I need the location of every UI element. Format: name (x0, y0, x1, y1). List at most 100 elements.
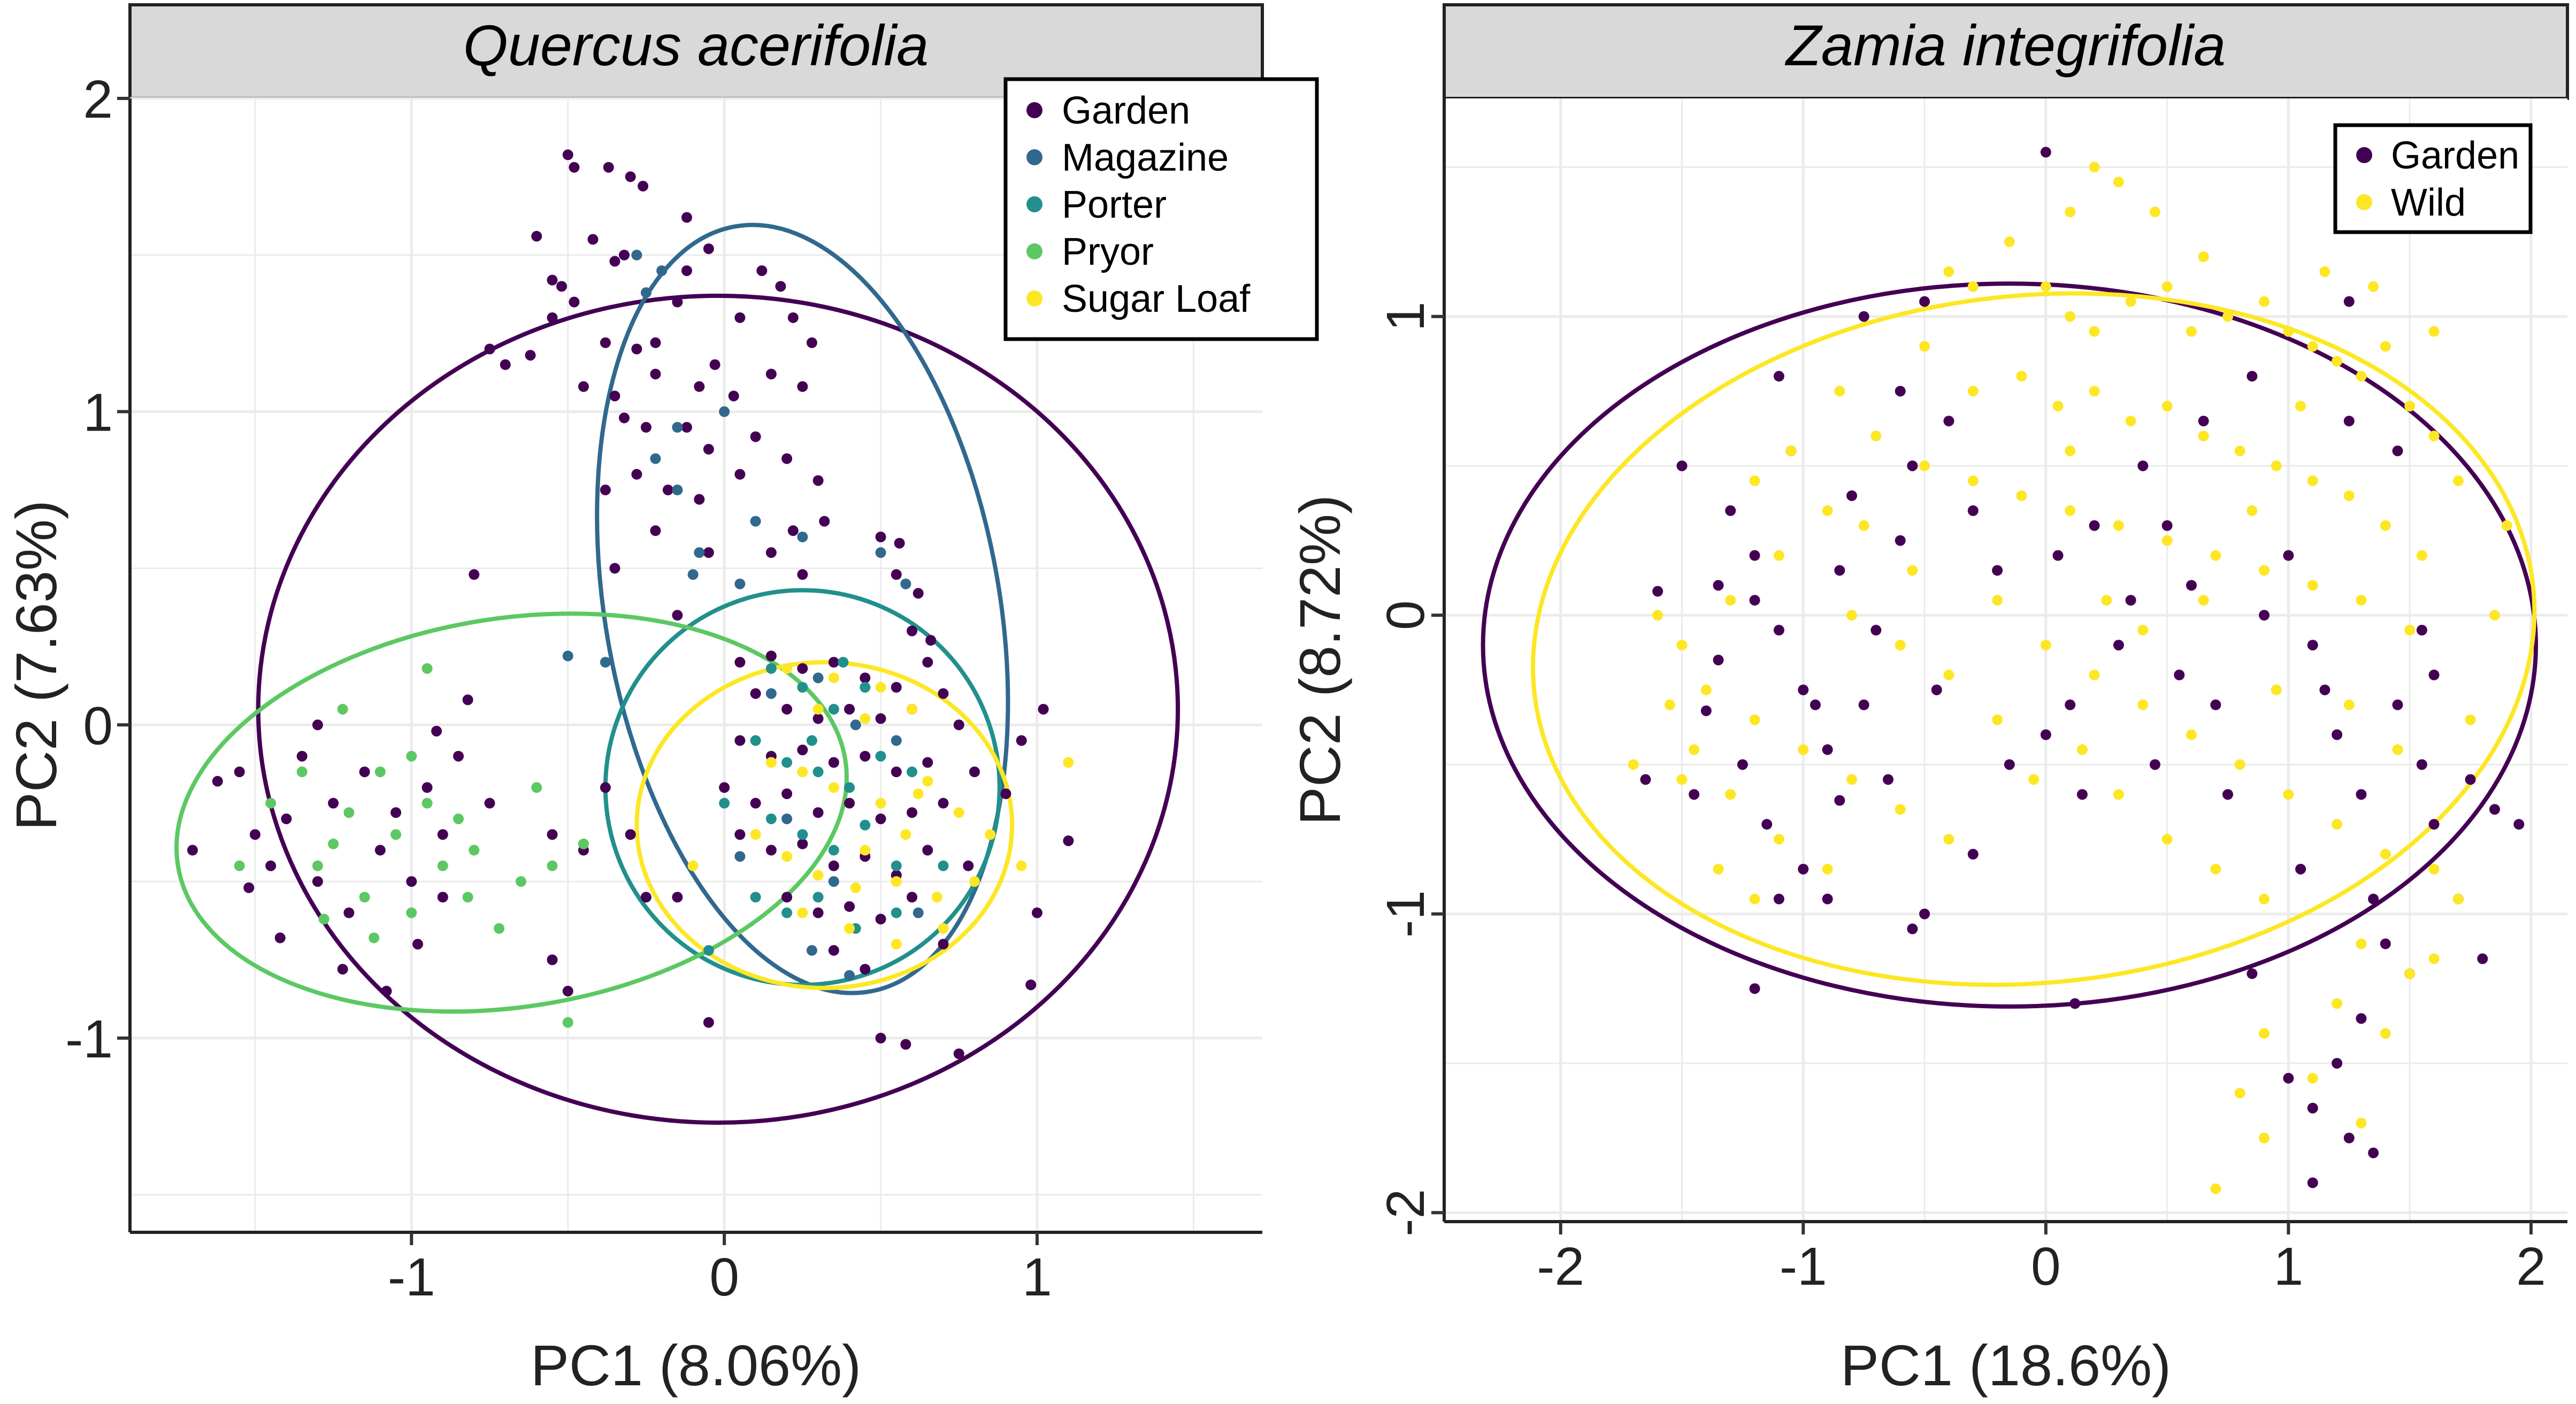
point-pryor (296, 766, 308, 778)
point-garden (672, 892, 683, 903)
point-magazine (640, 287, 651, 298)
point-wild (2332, 356, 2343, 367)
point-wild (2137, 699, 2149, 710)
point-garden (1773, 371, 1784, 382)
point-garden (765, 369, 777, 380)
point-porter (875, 750, 886, 762)
point-garden (1895, 535, 1906, 546)
point-wild (2332, 819, 2343, 830)
point-garden (531, 231, 542, 242)
point-garden (437, 892, 448, 903)
x-tick-label: -1 (1780, 1237, 1827, 1296)
point-sugar-loaf (913, 788, 924, 800)
point-porter (781, 757, 793, 768)
point-garden (1000, 788, 1011, 800)
point-wild (1943, 834, 1954, 845)
point-garden (2428, 669, 2440, 680)
point-garden (625, 171, 636, 182)
point-garden (703, 243, 714, 255)
point-wild (1676, 774, 1688, 785)
point-wild (2392, 744, 2403, 755)
point-garden (775, 281, 786, 292)
point-garden (662, 485, 673, 496)
point-garden (787, 312, 799, 323)
ellipse-magazine (595, 223, 1010, 995)
point-garden (953, 1048, 964, 1060)
point-garden (631, 343, 642, 355)
point-wild (1967, 281, 1979, 292)
point-wild (1907, 565, 1918, 576)
point-magazine (797, 531, 808, 542)
point-garden (2307, 1177, 2318, 1188)
point-wild (2040, 640, 2051, 651)
point-garden (312, 719, 323, 731)
point-sugar-loaf (969, 876, 980, 887)
legend-key-porter (1026, 196, 1042, 212)
point-wild (2161, 281, 2173, 292)
point-wild (2065, 206, 2076, 218)
point-wild (1992, 714, 2003, 725)
point-pryor (531, 782, 542, 793)
point-wild (1628, 759, 1639, 770)
point-garden (243, 882, 255, 893)
point-garden (1700, 705, 1712, 716)
point-garden (1749, 550, 1760, 561)
point-wild (1700, 684, 1712, 695)
point-garden (2137, 460, 2149, 471)
point-garden (844, 703, 855, 715)
point-wild (2307, 475, 2318, 486)
point-wild (2356, 938, 2367, 949)
point-porter (812, 766, 824, 778)
point-garden (587, 234, 599, 245)
point-garden (2040, 147, 2051, 158)
point-garden (1676, 460, 1688, 471)
point-wild (2198, 431, 2209, 442)
point-garden (2125, 595, 2136, 606)
point-garden (728, 390, 739, 402)
point-garden (281, 813, 292, 824)
point-garden (603, 162, 614, 173)
point-garden (787, 525, 799, 536)
point-garden (1652, 586, 1663, 597)
point-garden (2247, 968, 2258, 979)
point-garden (484, 797, 495, 809)
point-garden (1810, 699, 1821, 710)
point-wild (1749, 893, 1760, 904)
point-pryor (328, 838, 339, 849)
point-wild (2259, 1028, 2270, 1039)
legend-key-wild (2356, 194, 2372, 210)
point-wild (2319, 266, 2330, 277)
point-wild (1943, 669, 1954, 680)
point-garden (2428, 819, 2440, 830)
point-garden (719, 782, 730, 793)
point-garden (681, 421, 692, 433)
point-wild (2113, 177, 2124, 188)
point-pryor (462, 892, 473, 903)
point-garden (1858, 311, 1869, 322)
point-garden (547, 954, 558, 965)
point-garden (609, 256, 620, 267)
point-garden (274, 932, 286, 943)
y-tick-label: -1 (65, 1009, 113, 1069)
point-garden (900, 1039, 911, 1050)
point-wild (1798, 744, 1809, 755)
point-wild (2089, 669, 2100, 680)
point-wild (1967, 475, 1979, 486)
point-garden (1038, 703, 1049, 715)
point-wild (2076, 744, 2088, 755)
point-garden (812, 807, 824, 818)
point-sugar-loaf (953, 807, 964, 818)
point-garden (953, 719, 964, 731)
confidence-ellipses (174, 223, 1180, 1125)
point-wild (2307, 341, 2318, 352)
point-garden (891, 569, 902, 580)
point-wild (1822, 505, 1833, 516)
point-wild (2028, 774, 2040, 785)
point-garden (1931, 684, 1942, 695)
y-axis-title: PC2 (8.72%) (1287, 495, 1352, 825)
point-wild (2416, 550, 2427, 561)
point-wild (2452, 893, 2464, 904)
point-pryor (516, 876, 527, 887)
point-pryor (234, 860, 245, 871)
point-garden (2477, 953, 2488, 964)
